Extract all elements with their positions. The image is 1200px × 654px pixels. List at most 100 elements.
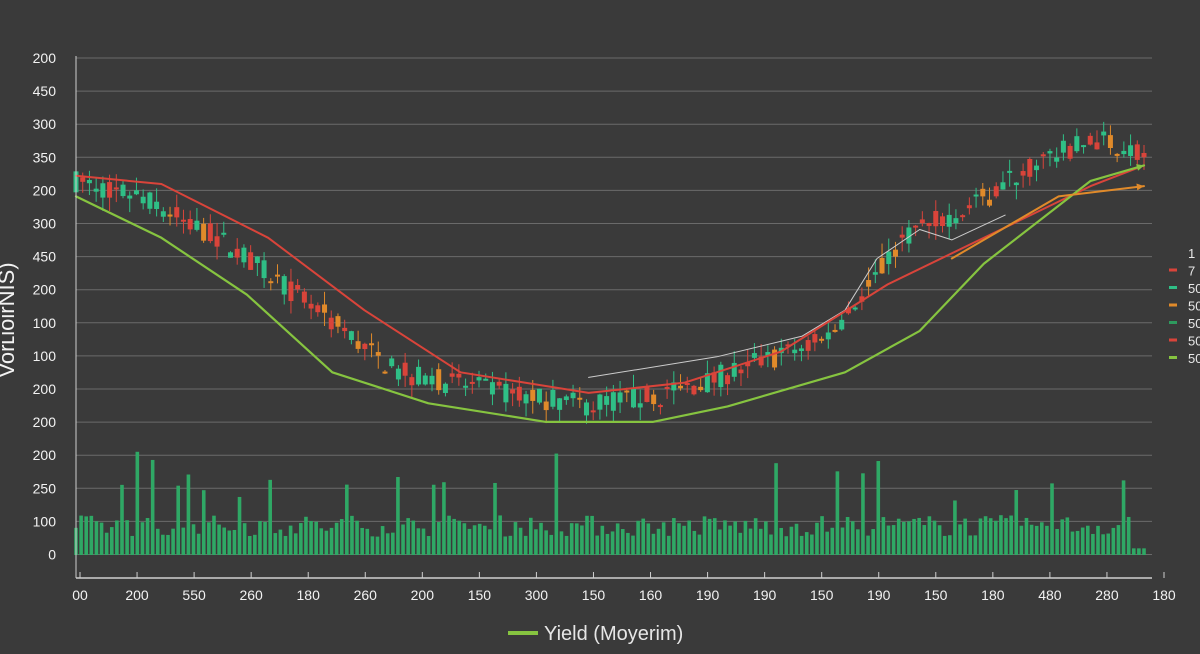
volume-bar [483, 525, 487, 555]
ma-green-arrowhead [1136, 164, 1144, 171]
x-axis-ticks: 00 200 550 260 180 260 200 150 300 150 160 190 190 15… [72, 572, 1176, 603]
volume-bar [743, 520, 748, 555]
candle-body [644, 386, 650, 402]
x-tick-label: 200 [411, 587, 435, 603]
volume-bar [804, 532, 809, 555]
volume-bar [569, 523, 574, 555]
volume-bar [707, 518, 712, 555]
volume-bar [769, 534, 773, 555]
candle-body [1067, 145, 1073, 159]
volume-bar [661, 522, 666, 555]
candle-body [718, 364, 724, 388]
volume-bar [191, 524, 196, 555]
volume-bar [176, 485, 181, 555]
candle-body [100, 183, 106, 198]
volume-bar [753, 518, 758, 555]
volume-bar [447, 515, 451, 555]
volume-bar [350, 515, 354, 555]
candle-body [248, 252, 254, 270]
candle-body [1047, 151, 1053, 154]
candle-body [1007, 170, 1013, 173]
volume-bar [247, 535, 252, 555]
candle-body [678, 385, 684, 389]
candle-body [839, 319, 845, 330]
candle-body [133, 190, 139, 195]
y-tick-label: 300 [33, 216, 57, 232]
legend-swatch [1169, 286, 1177, 289]
candle-body [1081, 145, 1087, 148]
volume-bar [94, 521, 99, 555]
candle-body [772, 349, 778, 368]
volume-bar [391, 532, 395, 555]
legend-label: 1 [1188, 246, 1195, 261]
candle-body [597, 394, 603, 410]
candle-body [610, 392, 616, 411]
candle-body [154, 201, 160, 209]
x-tick-label: 150 [582, 587, 606, 603]
volume-bar [242, 523, 247, 555]
legend-swatch [1169, 268, 1177, 272]
candle-body [389, 358, 395, 367]
volume-bar [508, 535, 513, 555]
candle-body [375, 352, 381, 356]
volume-bar [958, 524, 962, 555]
volume-bar [1029, 524, 1034, 555]
candle-body [207, 223, 213, 242]
candle-body [113, 187, 119, 190]
candle-body [275, 274, 281, 277]
candle-body [496, 381, 502, 386]
volume-bar [580, 525, 584, 555]
x-tick-label: 00 [72, 587, 88, 603]
volume-bar [380, 526, 385, 555]
candles [73, 121, 1147, 424]
volume-bar [334, 522, 339, 555]
candle-body [516, 386, 522, 401]
volume-bar [789, 526, 794, 555]
volume-bar [815, 522, 819, 555]
candle-body [536, 388, 542, 403]
candle-body [866, 280, 872, 287]
volume-bar [222, 527, 226, 555]
candle-body [1128, 145, 1134, 156]
volume-bar [145, 518, 150, 555]
candle-body [684, 383, 690, 386]
candle-body [348, 331, 354, 340]
legend-swatch [1169, 303, 1177, 307]
y-tick-label: 250 [33, 480, 57, 496]
volume-bar [150, 459, 155, 555]
candle-body [617, 392, 623, 403]
volume-bar [207, 522, 211, 555]
candle-body [1020, 171, 1026, 176]
volume-bar [237, 496, 242, 555]
volume-bar [253, 534, 257, 555]
volume-bar [324, 530, 329, 555]
volume-bar [217, 524, 221, 555]
legend-swatch [1169, 356, 1177, 359]
candle-body [577, 397, 583, 400]
x-tick-label: 180 [297, 587, 321, 603]
candle-body [174, 207, 180, 218]
volume-bar [355, 520, 359, 555]
volume-bar [319, 528, 324, 555]
volume-bar [937, 525, 942, 555]
volume-bar [365, 528, 370, 555]
candle-body [295, 285, 301, 290]
volume-bar [452, 518, 456, 555]
candle-body [960, 215, 966, 218]
y-tick-label: 200 [33, 447, 57, 463]
volume-bar [1034, 525, 1039, 555]
x-tick-label: 190 [867, 587, 891, 603]
volume-bar [1085, 525, 1090, 555]
volume-bar [1091, 533, 1095, 555]
candle-body [557, 398, 563, 410]
candle-body [819, 338, 825, 341]
volume-bar [263, 521, 267, 555]
candle-body [409, 377, 415, 386]
candle-body [886, 251, 892, 265]
volume-bar [748, 528, 753, 555]
y-tick-label: 100 [33, 513, 57, 529]
candle-body [671, 382, 677, 391]
volume-bar [421, 528, 426, 555]
candle-body [892, 249, 898, 257]
candle-body [1121, 150, 1127, 155]
